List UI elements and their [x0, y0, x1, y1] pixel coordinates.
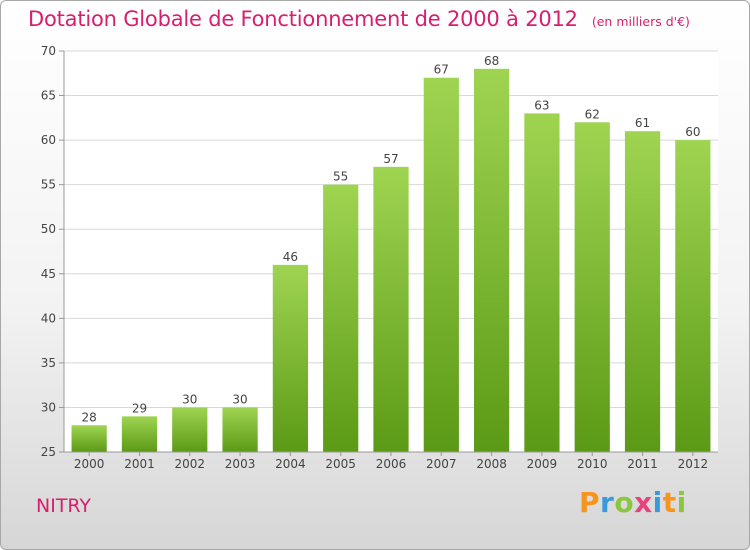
bar-2005: [323, 184, 359, 452]
data-label-2002: 30: [182, 392, 197, 406]
labels: 25 30 35 40 45 50 55 60 65 70 28 2000 29 2001 30 2002 30…: [41, 44, 708, 471]
y-tick-label: 65: [41, 89, 56, 103]
brand-letter: o: [614, 486, 635, 519]
x-tick-label-2006: 2006: [376, 457, 407, 471]
x-tick-label-2004: 2004: [275, 457, 306, 471]
data-label-2004: 46: [283, 250, 298, 264]
x-tick-label-2002: 2002: [174, 457, 205, 471]
brand-letter: t: [662, 486, 677, 519]
y-tick-label: 60: [41, 133, 56, 147]
bar-2001: [121, 416, 158, 452]
data-label-2008: 68: [484, 54, 499, 68]
brand-letter: i: [676, 486, 687, 519]
x-tick-label-2009: 2009: [527, 457, 558, 471]
y-tick-label: 40: [41, 311, 56, 325]
axes: [59, 50, 718, 456]
x-tick-label-2000: 2000: [74, 457, 105, 471]
data-label-2011: 61: [635, 116, 650, 130]
x-tick-label-2007: 2007: [426, 457, 457, 471]
commune-name: NITRY: [36, 495, 92, 517]
bar-2008: [474, 68, 510, 453]
proxiti-logo: Proxiti: [579, 486, 687, 519]
data-label-2009: 63: [534, 98, 549, 112]
bar-2010: [574, 122, 610, 453]
chart-subtitle: (en milliers d'€): [591, 14, 690, 29]
y-tick-label: 30: [41, 400, 56, 414]
x-tick-label-2011: 2011: [627, 457, 658, 471]
bar-2004: [272, 264, 308, 452]
x-tick-label-2003: 2003: [225, 457, 256, 471]
chart-title: Dotation Globale de Fonctionnement de 20…: [28, 7, 690, 31]
x-tick-label-2008: 2008: [476, 457, 507, 471]
bar-2000: [71, 425, 107, 452]
y-tick-label: 45: [41, 267, 56, 281]
y-tick-label: 25: [41, 445, 56, 459]
bars: [71, 68, 711, 453]
data-label-2010: 62: [585, 107, 600, 121]
data-label-2000: 28: [82, 410, 97, 424]
y-tick-label: 50: [41, 222, 56, 236]
bar-2009: [524, 113, 560, 452]
brand-letter: P: [579, 486, 601, 519]
chart-title-text: Dotation Globale de Fonctionnement de 20…: [28, 7, 578, 31]
x-tick-label-2010: 2010: [577, 457, 608, 471]
data-label-2005: 55: [333, 170, 348, 184]
x-tick-label-2005: 2005: [325, 457, 356, 471]
bar-2002: [172, 407, 208, 452]
bar-2006: [373, 166, 409, 452]
brand-letter: i: [652, 486, 663, 519]
data-label-2003: 30: [232, 392, 247, 406]
bar-2011: [624, 131, 661, 452]
y-tick-label: 70: [41, 44, 56, 58]
data-label-2006: 57: [383, 152, 398, 166]
data-label-2007: 67: [434, 63, 449, 77]
y-tick-label: 55: [41, 178, 56, 192]
bar-2012: [675, 140, 711, 452]
y-tick-label: 35: [41, 356, 56, 370]
x-tick-label-2012: 2012: [678, 457, 709, 471]
brand-letter: x: [634, 486, 653, 519]
brand-letter: r: [600, 486, 615, 519]
bar-2003: [222, 407, 258, 452]
data-label-2012: 60: [685, 125, 700, 139]
bar-2007: [423, 77, 459, 452]
data-label-2001: 29: [132, 401, 147, 415]
x-tick-label-2001: 2001: [124, 457, 155, 471]
